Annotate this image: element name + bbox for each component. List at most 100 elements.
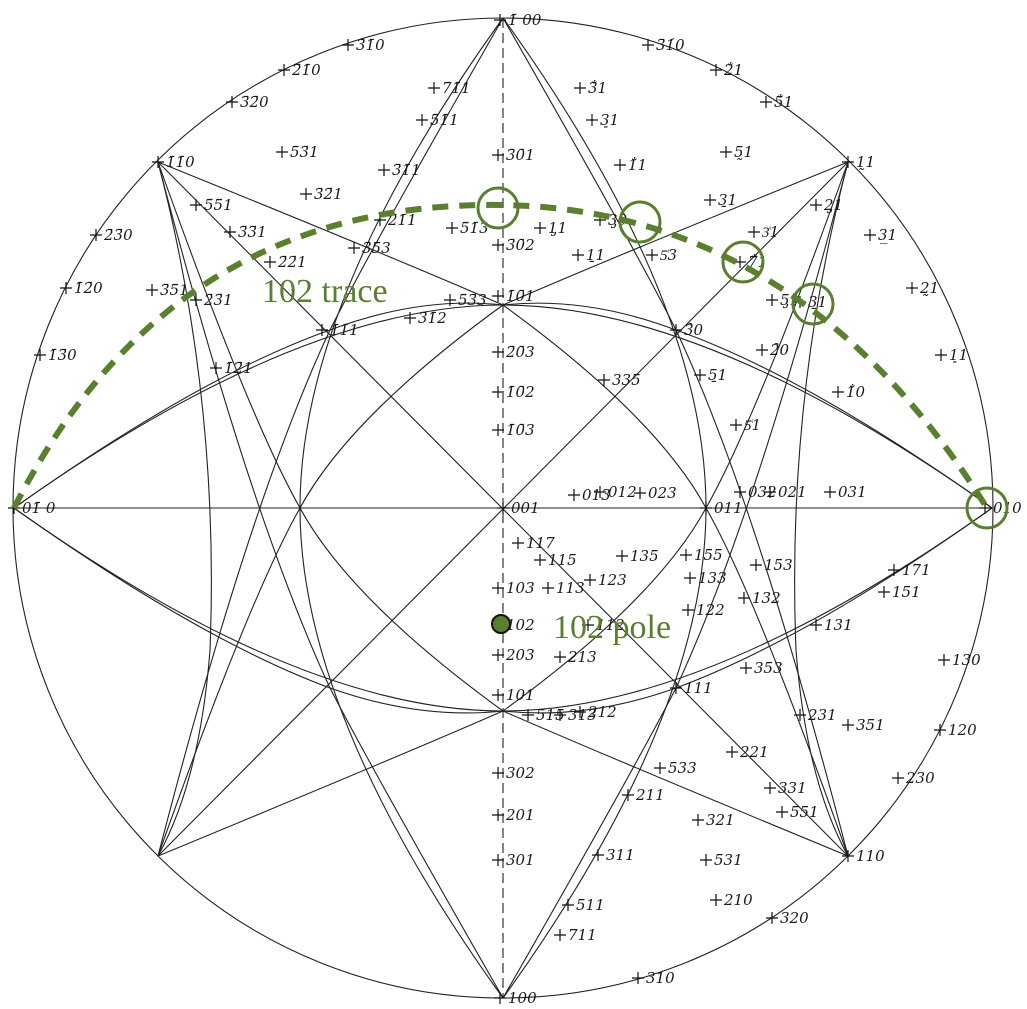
index-label-lower: 031 (838, 483, 867, 501)
index-label-lower: 155 (694, 546, 723, 564)
index-label-upper: 3̄5̄1 (160, 281, 189, 299)
pole-marker (264, 256, 276, 268)
index-label-upper: 3̄1̄2 (418, 309, 447, 327)
pole-102-dot (491, 614, 511, 634)
index-label-upper: 2̄1̄1 (387, 211, 417, 229)
index-label-upper: 2̄0̄3 (505, 343, 535, 361)
index-label-upper: 3̡0 (608, 211, 628, 229)
index-label-lower: 131 (824, 616, 853, 634)
pole-marker (632, 972, 644, 984)
pole-marker (730, 419, 742, 431)
pole-marker (342, 39, 354, 51)
index-label-lower: 311 (606, 846, 635, 864)
index-label-lower: 117 (526, 534, 555, 552)
index-label-lower: 133 (698, 569, 727, 587)
index-label-lower: 112 (596, 616, 625, 634)
index-label-lower: 551 (790, 803, 819, 821)
index-label-upper: 3̄5̄3 (362, 239, 391, 257)
pole-marker (574, 82, 586, 94)
pole-marker (810, 199, 822, 211)
index-label-lower: 212 (587, 703, 617, 721)
index-label-upper: 3̠1 (600, 111, 619, 129)
pole-marker (616, 550, 628, 562)
index-label-upper: 3̄1̄1 (392, 161, 421, 179)
index-label-upper: 2̰1 (919, 279, 939, 297)
index-label-upper: 1̄0̄1 (506, 287, 535, 305)
pole-marker (670, 682, 682, 694)
pole-marker (562, 899, 574, 911)
index-label-lower: 201 (505, 806, 535, 824)
pole-marker (492, 649, 504, 661)
pole-marker (534, 222, 546, 234)
index-label-lower: 515 (536, 706, 565, 724)
annotation-overlay: 102 trace 102 pole (11, 186, 1009, 646)
index-label-lower: 111 (684, 679, 713, 697)
index-label-upper: 1̐1 (628, 156, 647, 174)
pole-marker (692, 814, 704, 826)
pole-marker (766, 294, 778, 306)
pole-marker (492, 239, 504, 251)
pole-marker (224, 226, 236, 238)
index-label-lower: 103 (506, 579, 535, 597)
index-label-lower: 210 (723, 891, 753, 909)
index-label-upper: 3̑0 (684, 321, 704, 339)
index-label-lower: 122 (696, 601, 725, 619)
index-label-upper: 5͑3 (660, 246, 677, 264)
pole-marker (190, 294, 202, 306)
arc-c1 (157, 161, 212, 857)
index-label-upper: 1̄3̄0 (48, 346, 77, 364)
index-label-lower: 203 (505, 646, 535, 664)
index-label-upper: 1̰1 (856, 153, 875, 171)
p-100-bottom-label: 100 (508, 989, 537, 1007)
index-label-lower: 011 (714, 499, 743, 517)
arc-e3 (13, 302, 504, 509)
trace-label: 102 trace (262, 273, 388, 310)
pole-marker (278, 64, 290, 76)
index-label-upper: 2̡1 (823, 196, 843, 214)
arc-e4 (502, 302, 993, 509)
index-label-upper: 1̄0̄3 (506, 421, 535, 439)
arc-d1 (157, 17, 504, 857)
pole-marker (300, 188, 312, 200)
index-label-upper: 5̐1 (774, 93, 793, 111)
index-label-upper: 2̄3̄0 (103, 226, 133, 244)
pole-marker (766, 912, 778, 924)
index-label-lower: 135 (630, 547, 659, 565)
pole-marker (720, 146, 732, 158)
pole-marker (404, 312, 416, 324)
pole-marker (554, 651, 566, 663)
pole-marker (416, 114, 428, 126)
pole-marker (670, 324, 682, 336)
pole-marker (584, 574, 596, 586)
pole-marker (554, 929, 566, 941)
index-label-upper: 3̄1̄0 (356, 36, 385, 54)
pole-marker (842, 850, 854, 862)
pole-marker (146, 284, 158, 296)
pole-marker (680, 549, 692, 561)
index-label-upper: 5̱1 (708, 366, 727, 384)
pole-marker (492, 767, 504, 779)
pole-marker (700, 502, 712, 514)
arc-a3 (157, 304, 504, 857)
index-label-upper: 3̄2̄1 (314, 185, 343, 203)
index-label-upper: 5͑1 (744, 416, 761, 434)
index-label-lower: 211 (635, 786, 665, 804)
index-label-upper: 3̄1́0 (656, 36, 685, 54)
index-label-upper: 2̄1̄0 (291, 61, 321, 79)
index-label-lower: 213 (567, 648, 597, 666)
pole-marker (700, 854, 712, 866)
index-label-upper: 5̄3̄3 (458, 291, 487, 309)
index-label-upper: 3̱1 (808, 293, 827, 311)
pole-marker (34, 349, 46, 361)
pole-marker (726, 746, 738, 758)
pole-marker (824, 486, 836, 498)
pole-marker (935, 349, 947, 361)
pole-marker (348, 242, 360, 254)
pole-marker (748, 226, 760, 238)
index-label-upper: 3̄3̄1 (238, 223, 267, 241)
pole-marker (794, 709, 806, 721)
pole-marker (756, 344, 768, 356)
index-label-upper: 3̐1 (588, 79, 607, 97)
